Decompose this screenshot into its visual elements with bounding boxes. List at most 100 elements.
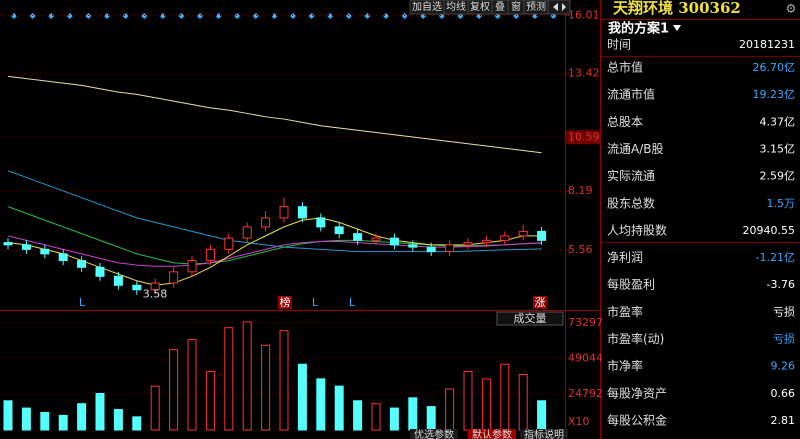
field-value: 9.26 — [771, 360, 796, 373]
indicator-selector-bg[interactable] — [496, 311, 564, 326]
field-value: 亏损 — [773, 332, 795, 346]
toolbar-label[interactable]: 加自选 — [412, 0, 442, 13]
toolbar-label[interactable]: 叠 — [495, 1, 505, 13]
tab[interactable] — [520, 429, 568, 439]
toolbar-button[interactable] — [547, 0, 571, 15]
volume-bar — [150, 385, 160, 431]
volume-bar — [279, 330, 289, 431]
tab-label[interactable]: 优选参数 — [414, 428, 454, 439]
field-label: 流通市值 — [607, 87, 655, 102]
event-marker — [159, 13, 166, 19]
volume-bar — [518, 373, 528, 431]
candle-body — [389, 237, 399, 246]
field-label: 股东总数 — [607, 195, 655, 210]
field-label: 每股净资产 — [607, 385, 667, 400]
indicator-selector[interactable]: 成交量 — [514, 311, 547, 325]
y-tick-label: 10.59 — [568, 130, 600, 143]
event-marker — [11, 13, 17, 19]
field-label: 市盈率 — [607, 304, 643, 319]
candle-body — [353, 233, 363, 241]
volume-bar — [169, 349, 179, 431]
volume-bar — [242, 321, 252, 431]
volume-bar — [426, 406, 436, 431]
candle-body — [242, 226, 252, 239]
volume-bar — [334, 385, 344, 431]
candle-body — [518, 230, 528, 237]
dropdown-arrow[interactable] — [673, 25, 681, 31]
chart-marker: L — [79, 296, 86, 309]
chart-marker: L — [349, 296, 356, 309]
y-tick-label: 24792 — [568, 387, 603, 400]
field-label: 总股本 — [607, 115, 643, 129]
y-tick-label: 49044 — [568, 351, 603, 364]
candle-body — [113, 275, 123, 286]
candle-body — [187, 260, 197, 273]
settings-icon[interactable]: ⚙ — [786, 2, 797, 16]
field-label: 每股盈利 — [607, 277, 655, 292]
tab[interactable] — [468, 429, 516, 439]
field-value: 0.66 — [771, 387, 796, 400]
tab-label[interactable]: 默认参数 — [472, 428, 512, 439]
tab[interactable] — [410, 429, 458, 439]
field-value: 20940.55 — [743, 224, 796, 237]
candle-body — [205, 248, 215, 262]
candle-body — [426, 246, 436, 253]
toolbar-label[interactable]: 复权 — [470, 0, 490, 13]
y-tick-label: 13.42 — [568, 67, 600, 80]
candle-body — [481, 239, 491, 244]
candle-body — [500, 235, 510, 241]
volume-bar — [132, 416, 142, 431]
candle-body — [58, 253, 68, 262]
candle-body — [297, 206, 307, 219]
field-label: 人均持股数 — [607, 222, 667, 237]
event-marker — [104, 13, 110, 19]
candle-body — [316, 217, 326, 228]
chart-marker: 涨 — [535, 296, 546, 309]
field-value: 20181231 — [739, 38, 795, 51]
toolbar-label[interactable]: 预测 — [526, 0, 546, 13]
y-tick-label: 16.01 — [568, 9, 600, 22]
field-value: -3.76 — [767, 278, 795, 291]
volume-bar — [224, 327, 234, 431]
field-value: 19.23亿 — [753, 88, 796, 101]
event-marker — [271, 13, 278, 19]
toolbar-label[interactable]: 均线 — [446, 0, 466, 13]
field-value: 26.70亿 — [753, 61, 796, 74]
event-marker — [327, 13, 334, 19]
field-value: 4.37亿 — [760, 115, 796, 128]
field-value: 3.15亿 — [760, 142, 796, 155]
field-label: 市盈率(动) — [607, 331, 664, 346]
event-marker — [234, 13, 241, 19]
volume-bar — [316, 378, 326, 431]
volume-bar — [389, 407, 399, 431]
candle-body — [371, 237, 381, 241]
field-label: 实际流通 — [607, 168, 655, 183]
event-marker — [308, 13, 315, 19]
y-tick-label: 73297 — [568, 316, 603, 329]
volume-bar — [445, 388, 455, 431]
candle-body — [463, 242, 473, 246]
candle-body — [21, 244, 31, 250]
tab-label[interactable]: 指标说明 — [524, 428, 564, 439]
volume-bar — [3, 400, 13, 431]
candle-body — [95, 266, 105, 277]
event-marker — [48, 13, 55, 19]
event-marker — [252, 13, 259, 19]
field-label: 市净率 — [607, 358, 643, 373]
candle-body — [537, 230, 547, 241]
field-label: 总市值 — [607, 60, 643, 75]
candle-body — [334, 226, 344, 235]
field-label: 每股公积金 — [607, 412, 667, 427]
toolbar-label[interactable]: 窗 — [511, 0, 521, 13]
field-value: 2.81 — [771, 414, 796, 427]
candle-body — [77, 260, 87, 268]
volume-bar — [205, 371, 215, 431]
stock-title: 天翔环境 300362 — [613, 0, 741, 17]
scheme-selector[interactable]: 我的方案1 — [608, 21, 669, 37]
candle-body — [150, 282, 160, 291]
toolbar-icon[interactable] — [553, 3, 566, 11]
event-marker — [383, 13, 389, 19]
volume-bar — [261, 344, 271, 431]
volume-bar — [95, 392, 105, 431]
